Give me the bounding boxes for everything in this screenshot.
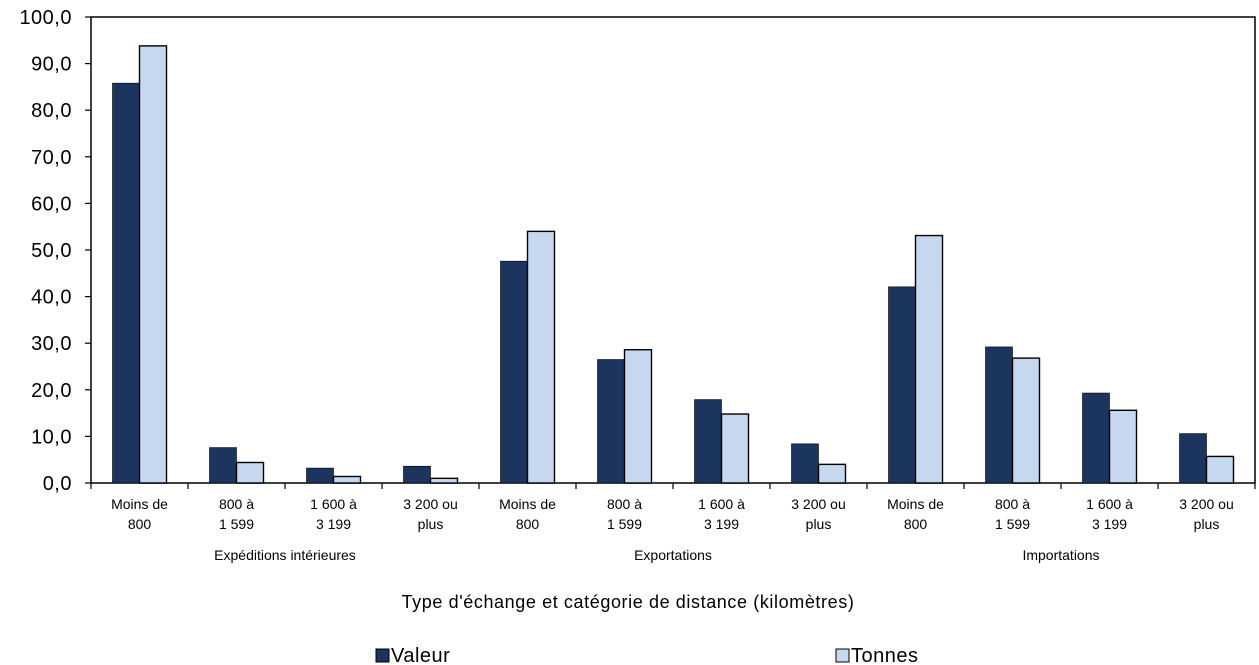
bar-tonnes [138, 45, 168, 484]
y-tick-label: 40,0 [31, 287, 72, 309]
x-tick-label-line: 3 200 ou [1179, 496, 1234, 512]
legend-label-tonnes: Tonnes [851, 645, 919, 665]
x-tick-label: Moins de 800 [499, 496, 556, 532]
x-tick-label-line: 3 200 ou [403, 496, 458, 512]
x-tick-label: 3 200 ou plus [403, 496, 458, 532]
x-tick-label-line: 1 600 à [310, 496, 357, 512]
x-tick-label-line: plus [418, 516, 444, 532]
x-tick-label-line: 1 600 à [698, 496, 745, 512]
group-label: Expéditions intérieures [214, 547, 356, 563]
y-tick-label: 10,0 [31, 426, 72, 448]
x-tick-label-line: plus [806, 516, 832, 532]
x-tick-label: 800 à 1 599 [219, 496, 254, 532]
bar-valeur [306, 467, 334, 484]
y-tick-label: 20,0 [31, 380, 72, 402]
x-tick-label-line: 1 600 à [1086, 496, 1133, 512]
y-tick-label: 0,0 [43, 473, 72, 495]
bar-tonnes [817, 463, 847, 484]
y-tick-label: 70,0 [31, 147, 72, 169]
x-tick-label: 3 200 ou plus [1179, 496, 1234, 532]
x-tick-label-line: 3 199 [1092, 516, 1127, 532]
x-tick-label: Moins de 800 [111, 496, 168, 532]
bar-tonnes [429, 477, 459, 484]
y-tick-label: 100,0 [19, 7, 72, 29]
x-tick-label: Moins de 800 [887, 496, 944, 532]
bar-tonnes [526, 230, 556, 484]
bar-valeur [403, 465, 431, 484]
bar-valeur [500, 260, 528, 484]
bar-valeur [791, 443, 819, 484]
x-tick-label-line: Moins de [887, 496, 944, 512]
bar-tonnes [1205, 455, 1235, 484]
bars [112, 45, 1235, 484]
bar-tonnes [1011, 357, 1041, 484]
x-tick-label: 1 600 à 3 199 [310, 496, 357, 532]
x-tick-label-line: 800 à [995, 496, 1030, 512]
x-tick-label-line: 1 599 [607, 516, 642, 532]
group-labels: Expéditions intérieures Exportations Impor… [214, 547, 1099, 563]
bar-tonnes [332, 475, 362, 484]
x-tick-label-line: plus [1194, 516, 1220, 532]
x-tick-label-line: 800 à [219, 496, 254, 512]
group-label: Exportations [634, 547, 712, 563]
x-tick-label-line: 800 [904, 516, 928, 532]
x-tick-label-line: 3 200 ou [791, 496, 846, 512]
bar-tonnes [1108, 409, 1138, 484]
x-tick-label-line: Moins de [111, 496, 168, 512]
x-tick-label: 1 600 à 3 199 [698, 496, 745, 532]
bar-tonnes [720, 413, 750, 484]
y-axis: 0,0 10,0 20,0 30,0 40,0 50,0 60,0 70,0 80,0 90,0 1… [19, 7, 91, 495]
y-tick-label: 90,0 [31, 54, 72, 76]
group-label: Importations [1022, 547, 1099, 563]
legend-swatch-valeur [375, 648, 390, 663]
bar-valeur [209, 447, 237, 484]
legend-swatch-tonnes [835, 648, 850, 663]
x-tick-label-line: 3 199 [316, 516, 351, 532]
bar-valeur [1082, 392, 1110, 484]
y-tick-label: 50,0 [31, 240, 72, 262]
x-axis-title: Type d'échange et catégorie de distance … [402, 592, 855, 612]
bar-tonnes [623, 349, 653, 484]
y-tick-label: 80,0 [31, 100, 72, 122]
bar-valeur [1179, 433, 1207, 484]
x-tick-label-line: 800 à [607, 496, 642, 512]
plot-border [90, 16, 1256, 484]
bar-valeur [597, 359, 625, 484]
bar-valeur [694, 399, 722, 484]
bar-tonnes [235, 461, 265, 484]
y-tick-label: 60,0 [31, 193, 72, 215]
bar-valeur [985, 346, 1013, 484]
bar-valeur [112, 82, 140, 484]
x-tick-label-line: 1 599 [219, 516, 254, 532]
x-tick-label: 800 à 1 599 [607, 496, 642, 532]
bar-valeur [888, 286, 916, 484]
x-tick-label-line: 1 599 [995, 516, 1030, 532]
x-tick-label: 3 200 ou plus [791, 496, 846, 532]
x-tick-label: 800 à 1 599 [995, 496, 1030, 532]
legend: Valeur Tonnes [375, 645, 919, 665]
x-tick-label-line: 800 [128, 516, 152, 532]
plot-area [90, 16, 1256, 484]
x-tick-label-line: 3 199 [704, 516, 739, 532]
legend-label-valeur: Valeur [391, 645, 450, 665]
x-tick-label-line: Moins de [499, 496, 556, 512]
x-tick-label-line: 800 [516, 516, 540, 532]
x-tick-label: 1 600 à 3 199 [1086, 496, 1133, 532]
x-axis: Moins de 800 800 à 1 599 1 600 à 3 199 3 200 o… [90, 483, 1256, 532]
bar-tonnes [914, 234, 944, 484]
y-tick-label: 30,0 [31, 333, 72, 355]
